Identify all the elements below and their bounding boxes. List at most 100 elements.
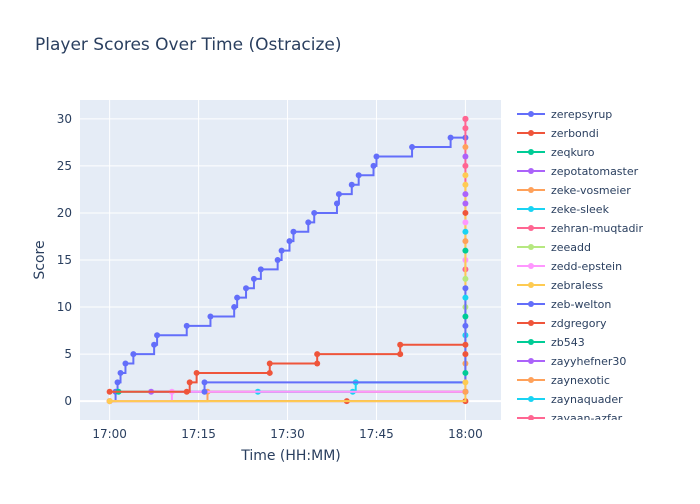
- data-point-zerepsyrup[interactable]: [114, 379, 121, 386]
- legend-label: zedd-epstein: [551, 260, 622, 273]
- legend-item[interactable]: zb543: [517, 336, 585, 349]
- legend-item[interactable]: zeeadd: [517, 241, 591, 254]
- legend-swatch-marker: [528, 301, 534, 307]
- data-point-zerepsyrup[interactable]: [333, 200, 340, 207]
- data-point-zebraless[interactable]: [106, 398, 113, 405]
- data-point-18-00[interactable]: [462, 238, 469, 245]
- data-point-zerepsyrup[interactable]: [373, 153, 380, 160]
- data-point-zerepsyrup[interactable]: [154, 332, 161, 339]
- data-point-18-00[interactable]: [462, 209, 469, 216]
- data-point-zerepsyrup[interactable]: [274, 257, 281, 263]
- data-point-18-00[interactable]: [462, 379, 469, 386]
- legend-swatch-marker: [528, 415, 534, 420]
- data-point-zdgregory[interactable]: [266, 360, 273, 367]
- data-point-zerepsyrup[interactable]: [286, 238, 293, 245]
- data-point-zerepsyrup[interactable]: [207, 313, 214, 320]
- legend-label: zeke-vosmeier: [551, 184, 631, 197]
- data-point-zerepsyrup[interactable]: [305, 219, 312, 226]
- data-point-zdgregory[interactable]: [186, 379, 193, 386]
- data-point-zerepsyrup[interactable]: [250, 275, 257, 282]
- data-point-zerepsyrup[interactable]: [355, 172, 362, 179]
- data-point-zayyhefner30[interactable]: [462, 191, 469, 198]
- legend-swatch-marker: [528, 244, 534, 250]
- legend-item[interactable]: zaynaquader: [517, 393, 623, 406]
- series-layer: [106, 115, 469, 405]
- data-point-zerepsyrup[interactable]: [130, 351, 137, 358]
- legend-item[interactable]: zayaan-azfar: [517, 412, 623, 425]
- legend[interactable]: zerepsyrup zerbondi zeqkuro zepotatomaster z…: [517, 108, 643, 425]
- data-point-18-00[interactable]: [462, 322, 469, 329]
- legend-item[interactable]: zayyhefner30: [517, 355, 626, 368]
- data-point-zeb-welton[interactable]: [201, 388, 208, 395]
- data-point-zerepsyrup[interactable]: [278, 247, 285, 254]
- data-point-zdgregory[interactable]: [462, 341, 469, 348]
- series-zebraless: [106, 181, 469, 405]
- data-point-zerepsyrup[interactable]: [335, 191, 342, 198]
- data-point-18-00[interactable]: [462, 313, 469, 320]
- data-point-zayaan-azfar[interactable]: [462, 125, 469, 132]
- data-point-18-00[interactable]: [462, 153, 469, 160]
- chart-title: Player Scores Over Time (Ostracize): [35, 35, 342, 55]
- data-point-18-00[interactable]: [462, 275, 469, 282]
- data-point-zerepsyrup[interactable]: [117, 369, 124, 376]
- legend-label: zehran-muqtadir: [551, 222, 643, 235]
- data-point-18-00[interactable]: [462, 115, 469, 122]
- data-point-zdgregory[interactable]: [397, 351, 404, 358]
- data-point-zerepsyrup[interactable]: [348, 181, 355, 188]
- data-point-zerepsyrup[interactable]: [122, 360, 129, 367]
- data-point-18-00[interactable]: [462, 162, 469, 169]
- data-point-zdgregory[interactable]: [314, 351, 321, 358]
- data-point-zerepsyrup[interactable]: [311, 209, 318, 216]
- legend-item[interactable]: zaynexotic: [517, 374, 610, 387]
- data-point-zdgregory[interactable]: [266, 369, 273, 376]
- legend-item[interactable]: zebraless: [517, 279, 603, 292]
- data-point-18-00[interactable]: [462, 172, 469, 179]
- data-point-zeb-welton[interactable]: [201, 379, 208, 386]
- data-point-18-00[interactable]: [462, 247, 469, 254]
- data-point-18-00[interactable]: [462, 388, 469, 395]
- legend-item[interactable]: zeqkuro: [517, 146, 595, 159]
- data-point-zerepsyrup[interactable]: [447, 134, 454, 141]
- legend-item[interactable]: zdgregory: [517, 317, 607, 330]
- data-point-zdgregory[interactable]: [397, 341, 404, 348]
- data-point-zaynaquader[interactable]: [462, 228, 469, 235]
- data-point-zebraless[interactable]: [462, 181, 469, 188]
- legend-item[interactable]: zedd-epstein: [517, 260, 622, 273]
- data-point-18-00[interactable]: [462, 351, 469, 358]
- data-point-zerepsyrup[interactable]: [231, 304, 238, 311]
- data-point-zb543[interactable]: [462, 369, 469, 376]
- legend-item[interactable]: zepotatomaster: [517, 165, 639, 178]
- x-axis-label: Time (HH:MM): [240, 448, 341, 464]
- data-point-zeb-welton[interactable]: [462, 285, 469, 292]
- data-point-18-00[interactable]: [462, 294, 469, 301]
- y-tick-label: 20: [57, 206, 72, 220]
- data-point-zerepsyrup[interactable]: [409, 144, 416, 151]
- data-point-zaynexotic[interactable]: [462, 144, 469, 151]
- legend-item[interactable]: zerbondi: [517, 127, 599, 140]
- data-point-zdgregory[interactable]: [106, 388, 113, 395]
- series-line-zeb-welton: [203, 288, 467, 392]
- legend-item[interactable]: zeke-vosmeier: [517, 184, 631, 197]
- x-tick-label: 17:15: [181, 427, 216, 441]
- data-point-zerepsyrup[interactable]: [257, 266, 264, 273]
- data-point-18-00[interactable]: [462, 200, 469, 207]
- data-point-zerepsyrup[interactable]: [370, 162, 377, 169]
- legend-item[interactable]: zeb-welton: [517, 298, 611, 311]
- legend-item[interactable]: zerepsyrup: [517, 108, 612, 121]
- data-point-zdgregory[interactable]: [183, 388, 190, 395]
- legend-item[interactable]: zehran-muqtadir: [517, 222, 643, 235]
- data-point-zdgregory[interactable]: [193, 369, 200, 376]
- data-point-zdgregory[interactable]: [314, 360, 321, 367]
- data-point-zerepsyrup[interactable]: [290, 228, 297, 235]
- data-point-zerepsyrup[interactable]: [151, 341, 158, 348]
- y-tick-label: 0: [64, 394, 72, 408]
- legend-swatch-marker: [528, 206, 534, 212]
- legend-swatch-marker: [528, 320, 534, 326]
- data-point-zerepsyrup[interactable]: [243, 285, 250, 292]
- data-point-18-00[interactable]: [462, 219, 469, 226]
- y-axis-label: Score: [32, 240, 48, 279]
- data-point-zerepsyrup[interactable]: [234, 294, 241, 301]
- legend-item[interactable]: zeke-sleek: [517, 203, 610, 216]
- data-point-zerepsyrup[interactable]: [183, 322, 190, 329]
- series-line-zebraless: [109, 184, 467, 403]
